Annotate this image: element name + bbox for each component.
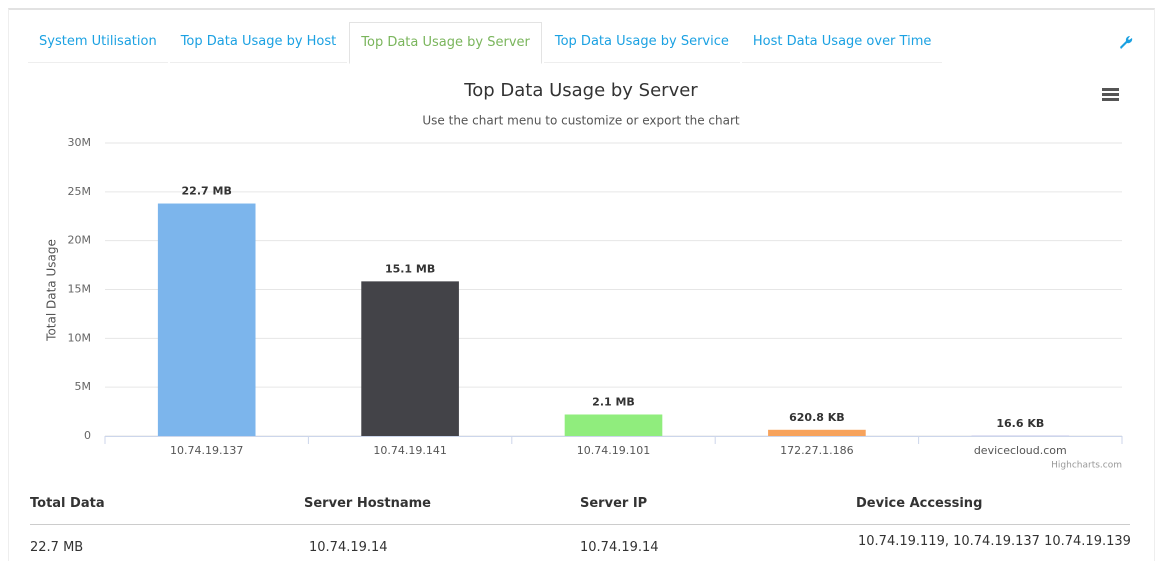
x-tick-label: 10.74.19.141	[373, 444, 446, 457]
chart-title: Top Data Usage by Server	[463, 80, 698, 101]
table-cell: 10.74.19.14	[309, 540, 388, 555]
panel	[8, 8, 1155, 561]
table-cell: 10.74.19.14	[580, 540, 659, 555]
bar	[361, 281, 459, 436]
table-header: Server IP	[580, 496, 648, 511]
y-tick-label: 30M	[68, 136, 92, 149]
tab[interactable]: Top Data Usage by Service	[543, 22, 740, 63]
x-tick-label: 172.27.1.186	[780, 444, 853, 457]
tab[interactable]: Host Data Usage over Time	[741, 22, 943, 63]
bar	[564, 414, 663, 436]
chart-menu-button[interactable]	[1102, 88, 1119, 101]
settings-icon[interactable]	[1120, 35, 1133, 49]
data-label: 620.8 KB	[789, 411, 845, 424]
y-tick-label: 15M	[68, 283, 92, 296]
tab[interactable]: Top Data Usage by Server	[349, 22, 542, 64]
y-tick-label: 10M	[68, 331, 92, 344]
tab[interactable]: System Utilisation	[28, 22, 168, 63]
y-tick-label: 20M	[68, 234, 92, 247]
x-tick-label: 10.74.19.101	[577, 444, 650, 457]
y-tick-label: 25M	[68, 185, 92, 198]
table-header: Total Data	[30, 496, 105, 511]
tab-bar: System Utilisation Top Data Usage by Hos…	[28, 22, 944, 64]
y-tick-label: 0	[84, 429, 91, 442]
data-label: 15.1 MB	[385, 262, 435, 275]
tab[interactable]: Top Data Usage by Host	[169, 22, 348, 63]
y-axis-title: Total Data Usage	[45, 239, 59, 342]
credits: Highcharts.com	[1051, 461, 1122, 471]
chart-subtitle: Use the chart menu to customize or expor…	[422, 114, 740, 128]
table-rule	[30, 524, 1130, 525]
table-cell: 22.7 MB	[30, 540, 84, 555]
data-label: 22.7 MB	[182, 185, 232, 198]
table-header: Server Hostname	[304, 496, 431, 511]
x-tick-label: 10.74.19.137	[170, 444, 243, 457]
bar	[768, 429, 866, 436]
data-label: 2.1 MB	[592, 395, 635, 408]
y-tick-label: 5M	[75, 380, 92, 393]
table-header: Device Accessing	[856, 496, 983, 511]
data-label: 16.6 KB	[996, 417, 1044, 430]
x-tick-label: devicecloud.com	[974, 444, 1067, 457]
table-cell: 10.74.19.119, 10.74.19.137 10.74.19.139	[858, 534, 1131, 549]
bar	[157, 203, 256, 436]
